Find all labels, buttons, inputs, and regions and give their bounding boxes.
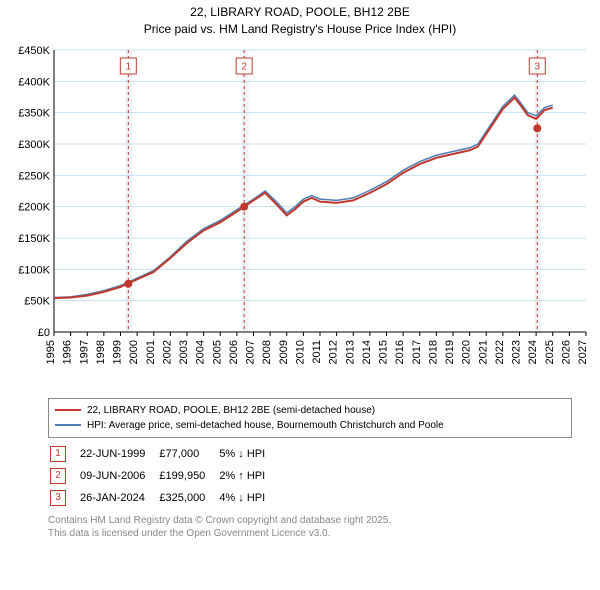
svg-text:2009: 2009 (278, 340, 290, 364)
svg-text:2000: 2000 (128, 340, 140, 364)
svg-text:£300K: £300K (18, 139, 50, 151)
transaction-row: 1 22-JUN-1999£77,0005% ↓ HPI (50, 444, 277, 464)
footer-line2: This data is licensed under the Open Gov… (48, 527, 572, 540)
svg-text:£50K: £50K (24, 295, 50, 307)
marker-badge: 1 (50, 446, 66, 462)
svg-text:£250K: £250K (18, 170, 50, 182)
transaction-table: 1 22-JUN-1999£77,0005% ↓ HPI 2 09-JUN-2006£… (48, 442, 279, 510)
legend-label: HPI: Average price, semi-detached house,… (87, 418, 444, 433)
svg-text:2021: 2021 (477, 340, 489, 364)
footer-attribution: Contains HM Land Registry data © Crown c… (48, 514, 572, 540)
transaction-date: 22-JUN-1999 (80, 444, 157, 464)
svg-text:2008: 2008 (261, 340, 273, 364)
transaction-delta: 2% ↑ HPI (219, 466, 277, 486)
transaction-date: 26-JAN-2024 (80, 488, 157, 508)
svg-text:2017: 2017 (411, 340, 423, 364)
footer-line1: Contains HM Land Registry data © Crown c… (48, 514, 572, 527)
svg-text:£150K: £150K (18, 233, 50, 245)
svg-text:2016: 2016 (394, 340, 406, 364)
svg-text:2013: 2013 (344, 340, 356, 364)
svg-text:2003: 2003 (178, 340, 190, 364)
svg-text:2024: 2024 (527, 340, 539, 364)
svg-text:2023: 2023 (511, 340, 523, 364)
transaction-delta: 5% ↓ HPI (219, 444, 277, 464)
svg-text:£100K: £100K (18, 264, 50, 276)
svg-text:3: 3 (535, 61, 541, 72)
title-line1: 22, LIBRARY ROAD, POOLE, BH12 2BE (8, 4, 592, 21)
svg-text:2022: 2022 (494, 340, 506, 364)
svg-text:2012: 2012 (328, 340, 340, 364)
svg-text:2001: 2001 (145, 340, 157, 364)
svg-text:£450K: £450K (18, 45, 50, 57)
chart-area: £0 £50K £100K £150K £200K £250K £300K £350K £400… (8, 42, 592, 392)
svg-text:2007: 2007 (245, 340, 257, 364)
transaction-date: 09-JUN-2006 (80, 466, 157, 486)
transaction-price: £77,000 (159, 444, 217, 464)
svg-text:£200K: £200K (18, 201, 50, 213)
svg-text:2026: 2026 (560, 340, 572, 364)
svg-text:2010: 2010 (294, 340, 306, 364)
svg-text:2006: 2006 (228, 340, 240, 364)
legend-label: 22, LIBRARY ROAD, POOLE, BH12 2BE (semi-… (87, 403, 375, 418)
svg-text:1999: 1999 (112, 340, 124, 364)
title-line2: Price paid vs. HM Land Registry's House … (8, 21, 592, 38)
transaction-delta: 4% ↓ HPI (219, 488, 277, 508)
svg-text:2027: 2027 (577, 340, 589, 364)
svg-text:2018: 2018 (427, 340, 439, 364)
chart-title: 22, LIBRARY ROAD, POOLE, BH12 2BE Price … (8, 4, 592, 38)
marker-badge: 3 (50, 490, 66, 506)
svg-text:2019: 2019 (444, 340, 456, 364)
svg-text:1998: 1998 (95, 340, 107, 364)
legend: 22, LIBRARY ROAD, POOLE, BH12 2BE (semi-… (48, 398, 572, 438)
svg-text:£0: £0 (38, 327, 50, 339)
svg-text:2014: 2014 (361, 340, 373, 364)
legend-item-hpi: HPI: Average price, semi-detached house,… (55, 418, 565, 433)
svg-text:2002: 2002 (161, 340, 173, 364)
transaction-price: £199,950 (159, 466, 217, 486)
svg-text:2025: 2025 (544, 340, 556, 364)
legend-swatch (55, 409, 81, 411)
transaction-row: 3 26-JAN-2024£325,0004% ↓ HPI (50, 488, 277, 508)
svg-text:2005: 2005 (211, 340, 223, 364)
svg-text:2011: 2011 (311, 340, 323, 364)
svg-text:£350K: £350K (18, 107, 50, 119)
line-chart: £0 £50K £100K £150K £200K £250K £300K £350K £400… (8, 42, 592, 392)
svg-text:2020: 2020 (461, 340, 473, 364)
transaction-row: 2 09-JUN-2006£199,9502% ↑ HPI (50, 466, 277, 486)
svg-text:1: 1 (126, 61, 132, 72)
svg-text:1996: 1996 (62, 340, 74, 364)
svg-text:2004: 2004 (195, 340, 207, 364)
legend-item-price-paid: 22, LIBRARY ROAD, POOLE, BH12 2BE (semi-… (55, 403, 565, 418)
svg-text:2: 2 (241, 61, 247, 72)
svg-text:£400K: £400K (18, 76, 50, 88)
svg-text:1995: 1995 (45, 340, 57, 364)
svg-text:2015: 2015 (378, 340, 390, 364)
svg-text:1997: 1997 (78, 340, 90, 364)
marker-badge: 2 (50, 468, 66, 484)
legend-swatch (55, 424, 81, 426)
transaction-price: £325,000 (159, 488, 217, 508)
